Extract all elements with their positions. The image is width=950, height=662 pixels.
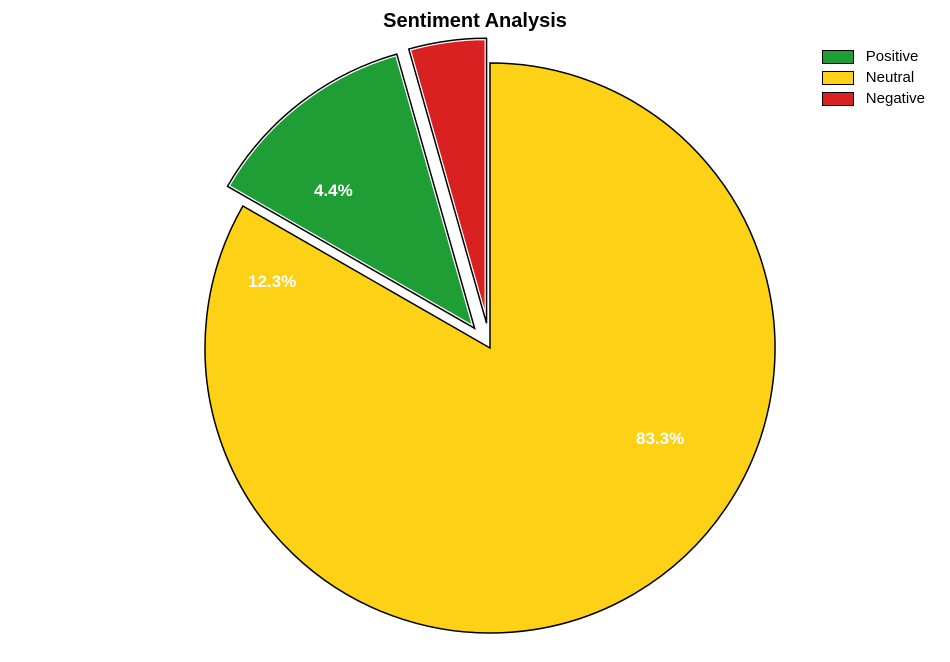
legend-item-neutral: Neutral — [822, 69, 925, 86]
legend-label: Positive — [866, 48, 919, 65]
pie-chart — [0, 0, 950, 662]
slice-label-negative: 4.4% — [314, 181, 353, 201]
legend-label: Negative — [866, 90, 925, 107]
legend-swatch — [822, 50, 854, 64]
legend: Positive Neutral Negative — [822, 48, 925, 111]
legend-label: Neutral — [866, 69, 914, 86]
slice-label-positive: 12.3% — [248, 272, 296, 292]
legend-swatch — [822, 92, 854, 106]
legend-item-positive: Positive — [822, 48, 925, 65]
legend-item-negative: Negative — [822, 90, 925, 107]
slice-label-neutral: 83.3% — [636, 429, 684, 449]
legend-swatch — [822, 71, 854, 85]
